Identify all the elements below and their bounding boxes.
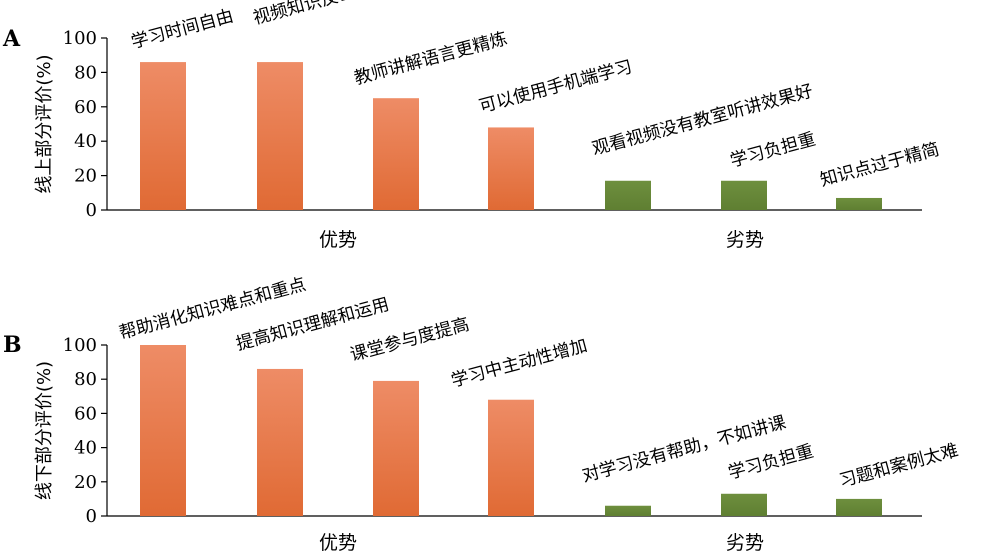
group-label: 劣势 (726, 532, 764, 552)
y-tick-label: 60 (74, 97, 97, 118)
y-tick-label: 0 (86, 506, 97, 527)
y-tick-label: 80 (74, 369, 97, 390)
group-label: 优势 (319, 229, 357, 251)
y-axis-label: 线上部分评价(%) (34, 54, 55, 193)
bar-5 (605, 180, 651, 210)
y-tick-label: 20 (74, 166, 97, 187)
group-label: 劣势 (726, 229, 764, 251)
bar-label: 习题和案例太难 (837, 441, 961, 492)
group-label: 优势 (319, 532, 357, 552)
bar-label: 视频知识反刍 (251, 0, 358, 29)
bar-2 (257, 368, 303, 516)
panel-label: A (2, 26, 21, 52)
bar-2 (257, 62, 303, 210)
y-tick-label: 80 (74, 62, 97, 83)
y-tick-label: 20 (74, 472, 97, 493)
bar-label: 学习负担重 (728, 130, 818, 172)
bar-label: 教师讲解语言更精炼 (352, 29, 509, 89)
bar-label: 学习中主动性增加 (449, 336, 589, 392)
bar-4 (488, 399, 534, 516)
panel-A: A 0 20 40 60 80 100 线上部分评价(%) 学习时间自由视频知识反刍教师讲解语言… (2, 0, 942, 251)
y-tick-label: 60 (74, 403, 97, 424)
bar-label: 学习负担重 (726, 442, 816, 484)
panel-label: B (3, 332, 22, 358)
y-tick-label: 100 (63, 335, 97, 356)
bar-4 (488, 127, 534, 210)
y-axis-label: 线下部分评价(%) (34, 361, 55, 500)
bar-6 (721, 493, 767, 516)
bar-3 (373, 98, 419, 210)
y-tick-label: 100 (63, 28, 97, 49)
bar-1 (140, 345, 186, 516)
panel-B: B020406080100线下部分评价(%)帮助消化知识难点和重点提高知识理解和… (3, 275, 961, 552)
bar-7 (836, 197, 882, 210)
bar-label: 学习时间自由 (129, 6, 236, 52)
bar-label: 可以使用手机端学习 (477, 56, 635, 117)
bar-label: 课堂参与度提高 (348, 315, 472, 366)
bar-7 (836, 498, 882, 516)
y-tick-label: 40 (74, 131, 97, 152)
bar-1 (140, 62, 186, 210)
bar-label: 知识点过于精简 (818, 140, 942, 191)
y-tick-label: 0 (86, 200, 97, 221)
y-tick-label: 40 (74, 438, 97, 459)
bar-6 (721, 180, 767, 210)
bar-3 (373, 380, 419, 516)
bar-5 (605, 505, 651, 516)
